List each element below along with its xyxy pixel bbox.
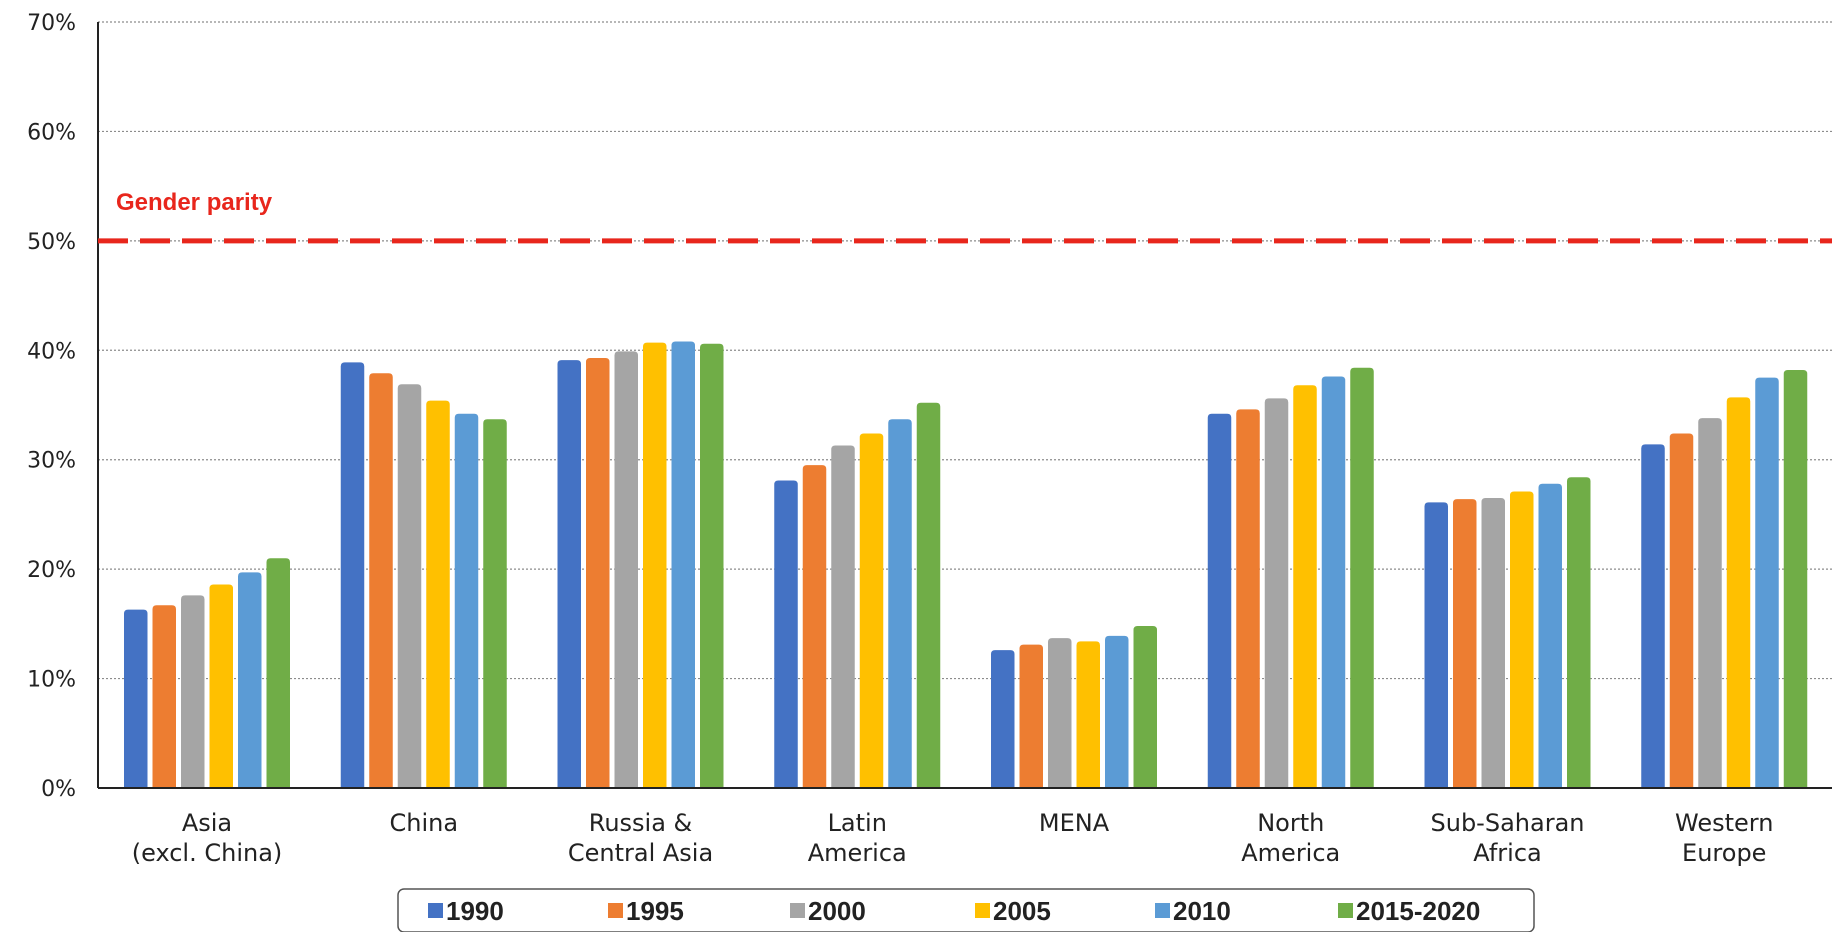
bar — [369, 373, 393, 788]
bar — [1133, 626, 1157, 788]
bar — [700, 343, 724, 788]
bar — [152, 605, 176, 788]
bar — [1755, 377, 1779, 788]
y-tick-label: 30% — [27, 449, 76, 474]
x-category-label: MENA — [1039, 809, 1110, 837]
bar — [483, 419, 507, 788]
bar — [802, 465, 827, 788]
bar — [124, 609, 148, 788]
x-category-label: Asia — [182, 809, 232, 837]
legend-swatch — [1338, 903, 1353, 918]
x-category-label: (excl. China) — [132, 839, 283, 867]
bar — [831, 445, 855, 788]
bar — [397, 384, 422, 788]
legend-label: 1990 — [446, 896, 504, 926]
bar — [181, 595, 205, 788]
bar — [1567, 477, 1591, 788]
gender-parity-label: Gender parity — [116, 189, 273, 216]
bar — [1236, 409, 1260, 788]
bar — [1726, 397, 1751, 788]
bar — [426, 400, 450, 788]
y-tick-label: 70% — [27, 11, 76, 36]
legend-swatch — [428, 903, 443, 918]
bar — [1048, 638, 1072, 788]
x-category-label: America — [808, 839, 907, 867]
bar — [774, 480, 798, 788]
bar — [916, 402, 941, 788]
y-tick-label: 60% — [27, 120, 76, 145]
x-category-label: America — [1241, 839, 1340, 867]
bar — [643, 342, 667, 788]
bar — [859, 433, 884, 788]
bar — [888, 419, 912, 788]
x-category-label: North — [1257, 809, 1324, 837]
bar — [1105, 635, 1129, 788]
legend-label: 2005 — [993, 896, 1051, 926]
bar — [1510, 491, 1534, 788]
bar — [1669, 433, 1694, 788]
x-category-label: China — [389, 809, 458, 837]
y-tick-label: 0% — [41, 777, 76, 802]
legend-swatch — [790, 903, 805, 918]
legend-label: 2015-2020 — [1356, 896, 1480, 926]
bar — [266, 558, 290, 788]
y-tick-label: 50% — [27, 230, 76, 255]
bar — [991, 650, 1015, 788]
x-category-label: Europe — [1682, 839, 1766, 867]
legend-swatch — [975, 903, 990, 918]
bar — [1350, 367, 1374, 788]
bar — [209, 584, 233, 788]
bar — [1076, 641, 1100, 788]
bar — [1538, 483, 1562, 788]
bar — [586, 357, 610, 788]
bar — [1207, 413, 1232, 788]
x-category-label: Central Asia — [568, 839, 713, 867]
x-category-label: Latin — [828, 809, 887, 837]
bar — [1293, 385, 1317, 788]
bar — [1783, 369, 1808, 788]
y-tick-label: 40% — [27, 339, 76, 364]
y-tick-label: 10% — [27, 668, 76, 693]
x-category-label: Russia & — [589, 809, 693, 837]
bar — [1481, 498, 1505, 788]
bar — [1453, 499, 1477, 788]
x-category-label: Western — [1675, 809, 1773, 837]
bar — [1698, 418, 1722, 788]
legend-label: 2000 — [808, 896, 866, 926]
y-tick-label: 20% — [27, 558, 76, 583]
x-category-label: Africa — [1473, 839, 1541, 867]
legend-swatch — [608, 903, 623, 918]
bar — [614, 351, 638, 788]
legend-label: 2010 — [1173, 896, 1231, 926]
legend-label: 1995 — [626, 896, 684, 926]
bar — [1264, 398, 1289, 788]
bar — [454, 413, 479, 788]
bar — [340, 362, 365, 788]
bar — [238, 572, 262, 788]
bar — [1641, 444, 1665, 788]
x-category-label: Sub-Saharan — [1431, 809, 1585, 837]
bar — [557, 360, 581, 788]
bar — [1424, 502, 1448, 788]
bar — [1321, 376, 1346, 788]
legend-box — [397, 888, 1535, 932]
legend-swatch — [1155, 903, 1170, 918]
bar — [1019, 644, 1043, 788]
bar — [671, 341, 695, 788]
